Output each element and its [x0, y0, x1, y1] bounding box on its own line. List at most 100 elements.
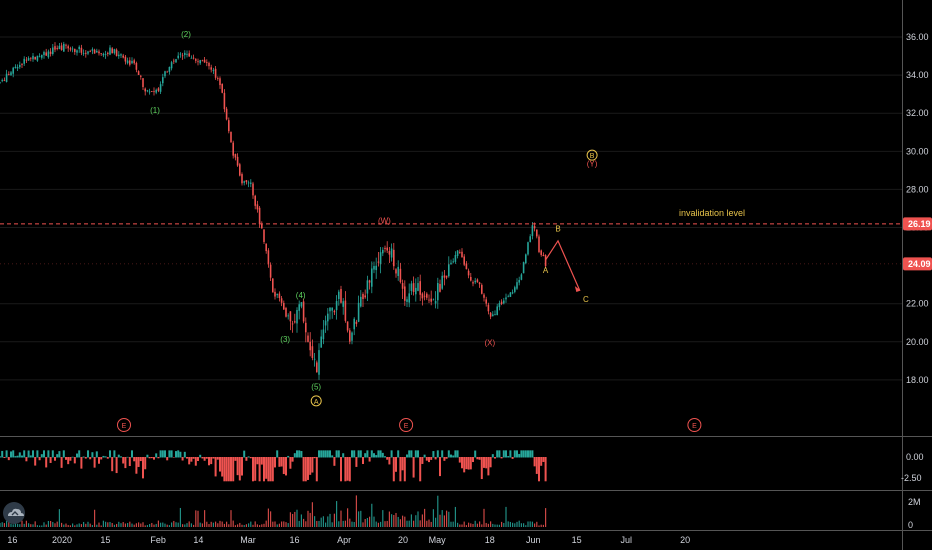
osc-bar: [51, 450, 54, 458]
volume-bar: [239, 522, 241, 527]
last-price-tag: 24.09: [903, 257, 932, 271]
osc-bar: [388, 457, 391, 465]
candle-body: [36, 55, 39, 61]
osc-bar: [511, 457, 514, 459]
volume-bar: [454, 506, 456, 527]
osc-bar: [432, 451, 435, 458]
candle-body: [428, 299, 430, 301]
osc-bar: [318, 450, 320, 458]
candle-body: [492, 314, 494, 317]
volume-bar: [122, 522, 124, 527]
osc-bar: [93, 457, 96, 468]
osc-bar: [469, 457, 472, 470]
osc-bar: [529, 450, 532, 458]
osc-bar: [267, 457, 270, 482]
volume-bar: [432, 509, 434, 527]
candle-body: [503, 300, 505, 304]
volume-bar: [459, 524, 461, 527]
volume-bar: [120, 523, 122, 527]
candle-body: [38, 56, 41, 58]
osc-bar: [269, 457, 272, 482]
volume-bar: [45, 524, 47, 527]
osc-bar: [395, 457, 397, 472]
volume-bar: [96, 524, 98, 527]
candle-body: [329, 307, 331, 312]
candle-body: [221, 83, 223, 93]
osc-bar: [421, 457, 424, 464]
candle-body: [250, 182, 252, 184]
osc-bar: [289, 457, 292, 469]
volume-bar: [63, 524, 65, 527]
osc-bar: [353, 450, 356, 458]
candle-body: [368, 280, 371, 283]
volume-bar: [111, 523, 113, 527]
osc-bar: [168, 450, 171, 458]
osc-bar: [276, 450, 279, 458]
candle-body: [291, 323, 294, 325]
candle-body: [276, 293, 278, 296]
candle-body: [203, 59, 206, 63]
wave-label: (5): [311, 382, 321, 391]
candle-body: [470, 276, 472, 281]
cloud-logo-icon[interactable]: [3, 502, 25, 524]
candle-body: [74, 48, 76, 52]
candle-body: [294, 321, 296, 323]
volume-bar: [371, 503, 373, 527]
wave-circle-label: B: [590, 153, 595, 160]
volume-bar: [446, 510, 448, 527]
time-tick-label: 20: [680, 535, 690, 545]
osc-bar: [199, 454, 202, 458]
volume-bar: [252, 524, 254, 527]
volume-bar: [518, 520, 520, 527]
candle-body: [186, 53, 188, 55]
osc-bar: [298, 450, 301, 458]
time-tick-label: Jul: [620, 535, 632, 545]
osc-bar: [40, 454, 43, 458]
candle-body: [118, 54, 120, 57]
volume-bar: [166, 524, 168, 527]
time-axis[interactable]: 16 2020 15 Feb 14 Mar 16 Apr 20 May 18 Jun 15 Jul 20: [7, 535, 690, 545]
volume-bar: [270, 511, 272, 527]
candle-body: [353, 318, 355, 330]
invalidation-level-label: invalidation level: [679, 208, 745, 218]
price-tick-label: 20.00: [906, 337, 929, 347]
volume-bar: [144, 525, 146, 527]
osc-tick-neg: -2.50: [901, 473, 922, 483]
candle-body: [153, 91, 155, 93]
volume-bar: [474, 520, 476, 527]
candlestick-series: [0, 41, 902, 380]
osc-bar: [32, 450, 34, 458]
volume-bar: [450, 521, 452, 527]
osc-bar: [368, 457, 371, 462]
candle-body: [322, 329, 325, 340]
wave-circle: [586, 149, 598, 161]
volume-bar: [50, 520, 52, 527]
volume-bar: [410, 514, 412, 527]
candle-body: [379, 252, 382, 265]
volume-bar: [87, 521, 89, 527]
osc-bar: [452, 455, 455, 458]
candle-body: [137, 71, 140, 75]
candle-body: [247, 182, 250, 184]
volume-bar: [314, 516, 316, 527]
osc-bar: [111, 457, 114, 472]
volume-bar: [127, 523, 129, 527]
osc-bar: [1, 450, 4, 458]
candle-body: [25, 59, 28, 61]
osc-bar: [447, 450, 450, 458]
osc-bar: [155, 453, 158, 458]
candle-body: [129, 60, 131, 65]
candle-body: [478, 282, 481, 285]
candle-body: [511, 292, 514, 294]
candle-body: [390, 248, 393, 258]
volume-bar: [507, 521, 509, 527]
event-label: E: [122, 423, 127, 430]
candle-body: [483, 294, 485, 298]
wave-label: A: [543, 266, 549, 275]
volume-bar: [25, 520, 27, 527]
candle-body: [278, 293, 281, 298]
volume-bar: [369, 516, 371, 527]
volume-bar: [373, 516, 375, 527]
candle-body: [327, 313, 329, 322]
